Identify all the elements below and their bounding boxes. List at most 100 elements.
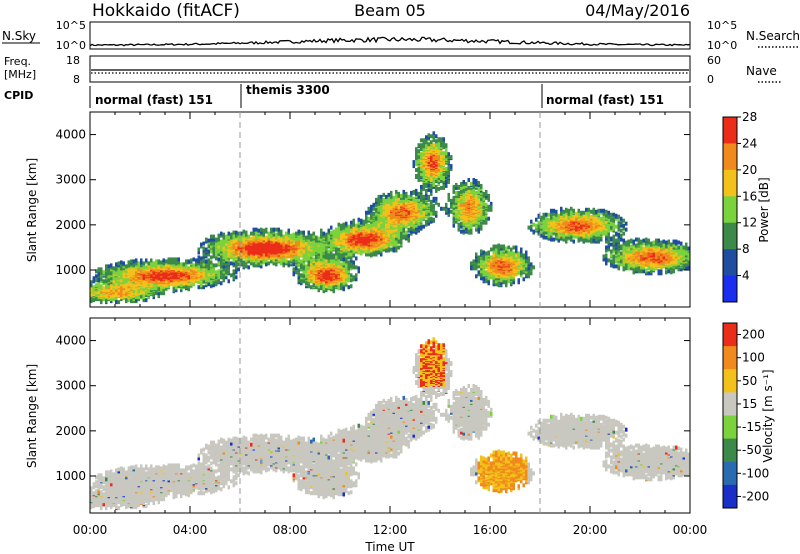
- power-cell: [415, 147, 418, 152]
- power-cell: [250, 231, 253, 236]
- power-cell: [300, 273, 303, 278]
- power-cell: [197, 259, 200, 264]
- power-cell: [217, 240, 220, 245]
- power-cell: [235, 275, 238, 280]
- power-cell: [442, 137, 445, 142]
- power-cell: [330, 254, 333, 259]
- power-cell: [342, 286, 345, 291]
- power-cell: [217, 233, 220, 238]
- power-cell: [295, 266, 298, 271]
- power-cell: [307, 283, 310, 288]
- power-cell: [97, 277, 100, 282]
- power-cell: [110, 263, 113, 268]
- power-cell: [387, 192, 390, 197]
- power-cell: [105, 271, 108, 276]
- power-cell: [205, 271, 208, 276]
- power-cell: [112, 270, 115, 275]
- nave-tick-bottom: 0: [707, 73, 714, 86]
- power-cell: [327, 249, 330, 254]
- power-cell: [305, 274, 308, 279]
- power-cell: [452, 219, 455, 224]
- power-cell: [330, 230, 333, 235]
- power-cell: [350, 220, 353, 225]
- power-cell: [112, 279, 115, 284]
- power-cell: [162, 258, 165, 263]
- power-cell: [232, 230, 235, 235]
- power-cell: [375, 197, 378, 202]
- power-cell: [220, 271, 223, 276]
- power-cell: [222, 261, 225, 266]
- power-cell: [445, 148, 448, 153]
- power-cell: [145, 298, 148, 303]
- power-cell: [150, 262, 153, 267]
- power-cell: [340, 223, 343, 228]
- power-cell: [325, 232, 328, 237]
- power-cell: [475, 190, 478, 195]
- power-cell: [312, 231, 315, 236]
- power-cell: [472, 263, 475, 268]
- power-cell: [205, 278, 208, 283]
- power-cell: [140, 263, 143, 268]
- nave-tick-top: 60: [707, 54, 721, 67]
- power-cell: [102, 286, 105, 291]
- power-cell: [187, 259, 190, 264]
- power-cell: [237, 231, 240, 236]
- power-cell: [445, 208, 448, 213]
- power-cell: [115, 285, 118, 290]
- power-cell: [462, 179, 465, 184]
- power-cell: [367, 216, 370, 221]
- power-cell: [227, 253, 230, 258]
- power-cell: [175, 257, 178, 262]
- power-cell: [417, 213, 420, 218]
- power-cell: [105, 279, 108, 284]
- power-cell: [227, 231, 230, 236]
- nave-label: Nave: [746, 64, 777, 78]
- date-title: 04/May/2016: [585, 1, 690, 20]
- power-cell: [335, 227, 338, 232]
- power-cell: [292, 267, 295, 272]
- power-cell: [452, 223, 455, 228]
- power-cell: [100, 284, 103, 289]
- freq-tick-top: 18: [66, 54, 80, 67]
- power-cell: [362, 219, 365, 224]
- power-cell: [472, 177, 475, 182]
- power-cell: [420, 143, 423, 148]
- power-cell: [110, 276, 113, 281]
- power-cell: [447, 160, 450, 165]
- power-cell: [445, 143, 448, 148]
- power-cell: [200, 267, 203, 272]
- power-cell: [457, 190, 460, 195]
- power-cell: [252, 263, 255, 268]
- power-cell: [417, 155, 420, 160]
- power-cell: [200, 264, 203, 269]
- power-cell: [470, 181, 473, 186]
- power-cell: [210, 260, 213, 265]
- power-cell: [97, 272, 100, 277]
- power-cell: [127, 263, 130, 268]
- power-cell: [432, 203, 435, 208]
- freq-panel: Freq. [MHz] 18 8 60 0 Nave: [4, 54, 782, 86]
- power-cell: [437, 137, 440, 142]
- power-cell: [232, 276, 235, 281]
- power-cell: [335, 247, 338, 252]
- power-cell: [262, 228, 265, 233]
- power-cell: [355, 277, 358, 282]
- power-cell: [247, 265, 250, 270]
- power-cell: [400, 193, 403, 198]
- power-cell: [107, 264, 110, 269]
- power-cell: [447, 192, 450, 197]
- power-cell: [437, 150, 440, 155]
- power-cell: [430, 140, 433, 145]
- power-cell: [210, 234, 213, 239]
- power-cell: [200, 260, 203, 265]
- power-cell: [425, 135, 428, 140]
- power-cell: [210, 249, 213, 254]
- power-cell: [255, 231, 258, 236]
- power-cell: [132, 266, 135, 271]
- power-cell: [260, 227, 263, 232]
- power-cell: [212, 246, 215, 251]
- power-cell: [165, 259, 168, 264]
- power-cell: [120, 260, 123, 265]
- power-cell: [427, 194, 430, 199]
- power-cell: [127, 277, 130, 282]
